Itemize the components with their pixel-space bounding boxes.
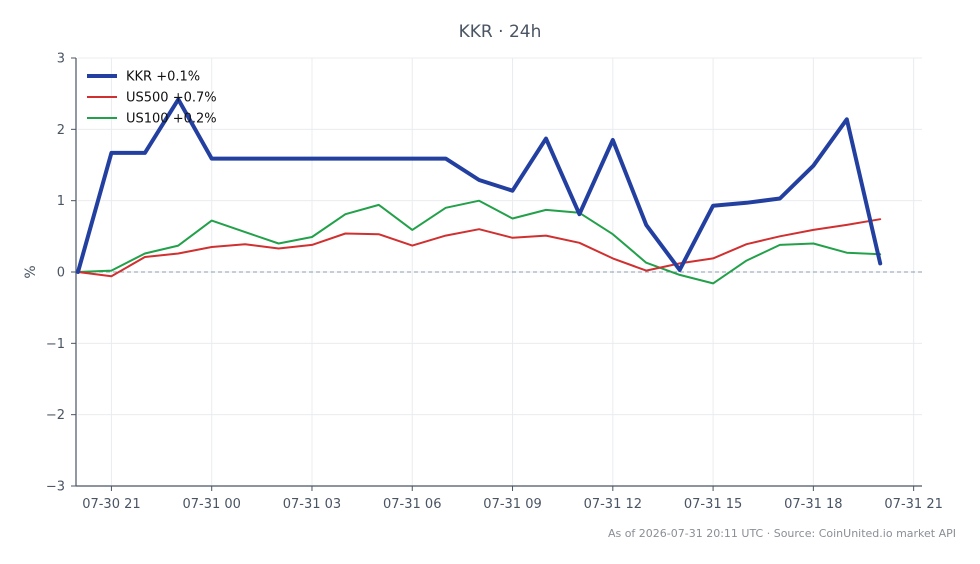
- legend-label-us100: US100 +0.2%: [126, 112, 217, 127]
- series-line-kkr: [76, 97, 883, 274]
- x-tick-label: 07-31 00: [182, 497, 240, 512]
- y-axis-label: %: [23, 265, 39, 278]
- x-tick-label: 07-31 12: [584, 497, 642, 512]
- series-line-us500: [77, 218, 882, 278]
- legend-label-us500: US500 +0.7%: [126, 91, 217, 106]
- series-line-us100: [77, 199, 882, 285]
- y-tick-label: 3: [57, 52, 65, 67]
- legend-label-kkr: KKR +0.1%: [126, 70, 200, 85]
- x-tick-label: 07-31 03: [283, 497, 341, 512]
- legend: KKR +0.1% US500 +0.7% US100 +0.2%: [87, 70, 217, 127]
- y-tick-label: −3: [46, 480, 65, 495]
- x-tick-label: 07-31 09: [483, 497, 541, 512]
- y-tick-label: −1: [46, 337, 65, 352]
- y-ticks: 3 2 1 0 −1 −2 −3: [46, 52, 76, 495]
- y-tick-label: −2: [46, 408, 65, 423]
- chart-title: KKR · 24h: [459, 22, 542, 42]
- series-layer: [76, 97, 883, 285]
- x-tick-label: 07-31 15: [684, 497, 742, 512]
- x-tick-label: 07-31 21: [884, 497, 942, 512]
- x-tick-label: 07-31 06: [383, 497, 441, 512]
- x-ticks: 07-30 21 07-31 00 07-31 03 07-31 06 07-31 09…: [82, 486, 943, 512]
- x-tick-label: 07-30 21: [82, 497, 140, 512]
- y-tick-label: 0: [57, 266, 65, 281]
- footer-source: As of 2026-07-31 20:11 UTC · Source: Coi…: [608, 527, 956, 540]
- y-tick-label: 2: [57, 123, 65, 138]
- x-tick-label: 07-31 18: [784, 497, 842, 512]
- y-tick-label: 1: [57, 194, 65, 209]
